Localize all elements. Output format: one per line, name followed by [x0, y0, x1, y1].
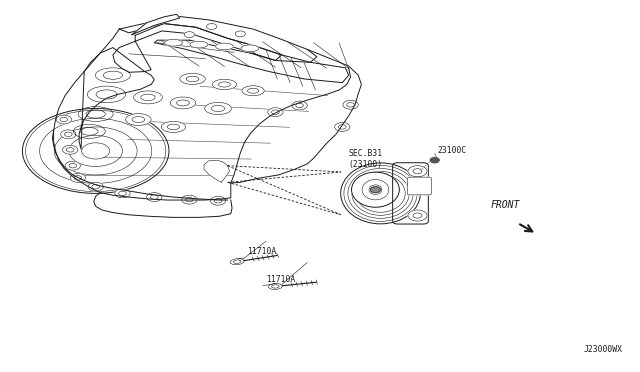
- Ellipse shape: [212, 79, 237, 90]
- Ellipse shape: [369, 185, 382, 195]
- Circle shape: [56, 115, 72, 124]
- Ellipse shape: [268, 283, 282, 289]
- Text: 23100C: 23100C: [438, 147, 467, 155]
- Circle shape: [65, 161, 81, 170]
- Ellipse shape: [88, 86, 125, 103]
- Circle shape: [292, 101, 307, 110]
- Circle shape: [61, 130, 76, 139]
- Polygon shape: [113, 41, 151, 72]
- Ellipse shape: [351, 172, 399, 207]
- Ellipse shape: [241, 45, 259, 52]
- Ellipse shape: [134, 91, 163, 104]
- Circle shape: [408, 166, 427, 177]
- Ellipse shape: [190, 41, 208, 48]
- FancyBboxPatch shape: [393, 163, 428, 224]
- Text: FRONT: FRONT: [490, 200, 520, 210]
- Polygon shape: [132, 14, 180, 35]
- Text: SEC.B31
(23100): SEC.B31 (23100): [349, 149, 383, 169]
- Circle shape: [88, 182, 103, 191]
- Circle shape: [343, 100, 358, 109]
- Circle shape: [63, 145, 78, 154]
- Ellipse shape: [180, 73, 205, 84]
- Circle shape: [371, 187, 381, 193]
- Ellipse shape: [78, 107, 113, 121]
- Ellipse shape: [242, 86, 264, 96]
- Ellipse shape: [230, 259, 244, 265]
- Polygon shape: [154, 40, 349, 83]
- Circle shape: [182, 195, 197, 204]
- Circle shape: [408, 210, 427, 221]
- Circle shape: [184, 32, 195, 38]
- Polygon shape: [135, 23, 282, 61]
- Ellipse shape: [164, 39, 182, 46]
- Ellipse shape: [170, 97, 196, 109]
- Circle shape: [207, 23, 217, 29]
- Ellipse shape: [95, 68, 131, 83]
- Ellipse shape: [74, 124, 105, 138]
- Ellipse shape: [205, 102, 232, 115]
- Polygon shape: [79, 48, 154, 149]
- Circle shape: [335, 122, 350, 131]
- FancyBboxPatch shape: [407, 177, 431, 195]
- Circle shape: [70, 173, 86, 182]
- Circle shape: [211, 196, 226, 205]
- Text: J23000WX: J23000WX: [584, 345, 623, 354]
- Circle shape: [115, 189, 130, 198]
- Polygon shape: [204, 160, 230, 182]
- Ellipse shape: [125, 113, 151, 125]
- Circle shape: [147, 193, 162, 202]
- Circle shape: [430, 158, 439, 163]
- Ellipse shape: [161, 121, 186, 132]
- Circle shape: [236, 31, 246, 37]
- Text: 11710A: 11710A: [266, 275, 295, 284]
- Text: 11710A: 11710A: [246, 247, 276, 256]
- Ellipse shape: [216, 43, 234, 50]
- Circle shape: [268, 108, 283, 116]
- Ellipse shape: [340, 163, 420, 224]
